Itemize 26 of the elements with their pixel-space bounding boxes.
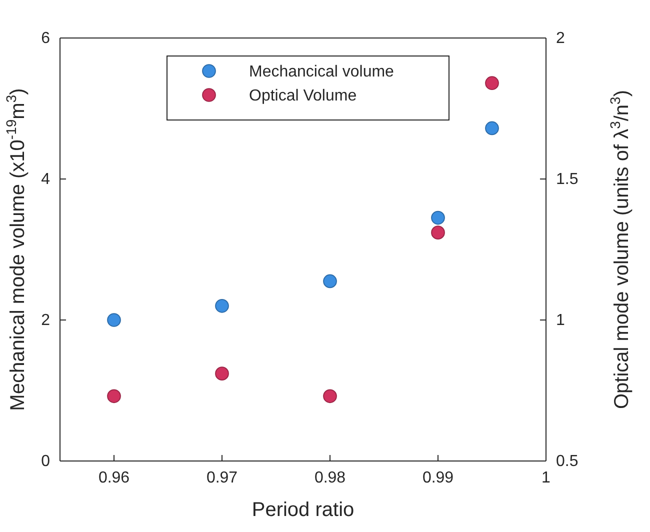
y-tick-label: 6	[41, 30, 50, 48]
point	[107, 389, 121, 404]
y2-tick-label: 0.5	[556, 453, 578, 470]
y-tick-label: 2	[41, 312, 50, 330]
x-tick-label: 0.97	[206, 469, 238, 486]
y2-tick-label: 2	[556, 30, 565, 48]
y2-tick-label: 1	[556, 312, 565, 330]
x-tick-label: 0.96	[98, 469, 130, 486]
point	[431, 226, 445, 240]
point	[323, 274, 337, 288]
legend-label: Mechancical volume	[249, 64, 394, 81]
y-tick-label: 0	[41, 453, 50, 470]
point	[323, 389, 337, 404]
x-tick-label: 0.98	[314, 469, 346, 486]
point	[215, 298, 229, 313]
x-axis-title: Period ratio	[252, 499, 354, 521]
legend-label: Optical Volume	[249, 88, 357, 105]
point	[215, 366, 229, 380]
x-tick-label: 0.99	[422, 469, 454, 486]
x-tick-label: 1	[542, 469, 551, 486]
y-tick-label: 4	[41, 171, 50, 188]
point	[107, 313, 121, 327]
point	[485, 76, 499, 90]
point	[485, 121, 499, 136]
point	[431, 210, 445, 225]
y2-tick-label: 1.5	[556, 171, 578, 188]
